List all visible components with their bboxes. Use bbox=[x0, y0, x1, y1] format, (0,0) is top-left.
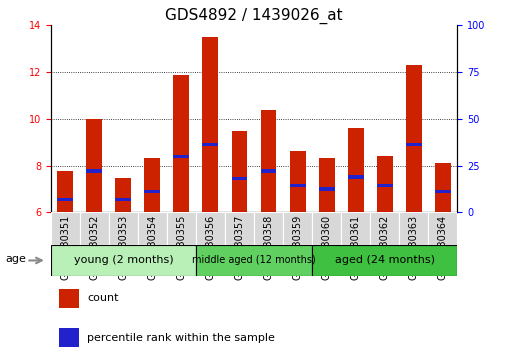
Text: GSM1230359: GSM1230359 bbox=[293, 215, 303, 280]
Bar bbox=[290, 184, 305, 187]
FancyBboxPatch shape bbox=[254, 212, 283, 245]
Bar bbox=[261, 169, 276, 173]
Bar bbox=[144, 189, 161, 193]
Text: young (2 months): young (2 months) bbox=[74, 256, 173, 265]
FancyBboxPatch shape bbox=[312, 212, 341, 245]
Bar bbox=[51, 245, 196, 276]
Bar bbox=[347, 128, 364, 212]
Bar bbox=[406, 143, 422, 146]
Bar bbox=[232, 131, 247, 212]
Text: percentile rank within the sample: percentile rank within the sample bbox=[87, 333, 275, 343]
Bar bbox=[173, 75, 189, 212]
Bar bbox=[59, 289, 79, 307]
Text: GSM1230362: GSM1230362 bbox=[379, 215, 390, 280]
Text: age: age bbox=[5, 254, 26, 264]
Bar bbox=[59, 329, 79, 347]
Bar bbox=[173, 155, 189, 159]
FancyBboxPatch shape bbox=[51, 212, 80, 245]
Bar bbox=[86, 169, 102, 173]
Text: GSM1230360: GSM1230360 bbox=[322, 215, 332, 280]
Bar bbox=[290, 151, 305, 212]
FancyBboxPatch shape bbox=[283, 212, 312, 245]
Bar bbox=[261, 110, 276, 212]
Text: count: count bbox=[87, 293, 119, 303]
FancyBboxPatch shape bbox=[80, 212, 109, 245]
FancyBboxPatch shape bbox=[225, 212, 254, 245]
Text: GSM1230353: GSM1230353 bbox=[118, 215, 129, 280]
Bar bbox=[203, 143, 218, 146]
Bar bbox=[319, 158, 335, 212]
Bar bbox=[115, 178, 132, 212]
Bar bbox=[86, 119, 102, 212]
Bar bbox=[115, 198, 132, 201]
Bar bbox=[232, 177, 247, 180]
Text: GSM1230351: GSM1230351 bbox=[60, 215, 70, 280]
Bar bbox=[376, 156, 393, 212]
FancyBboxPatch shape bbox=[109, 212, 138, 245]
Text: GSM1230356: GSM1230356 bbox=[205, 215, 215, 280]
Bar bbox=[435, 189, 451, 193]
Title: GDS4892 / 1439026_at: GDS4892 / 1439026_at bbox=[165, 8, 343, 24]
FancyBboxPatch shape bbox=[428, 212, 457, 245]
Text: GSM1230358: GSM1230358 bbox=[264, 215, 273, 280]
Text: aged (24 months): aged (24 months) bbox=[335, 256, 435, 265]
FancyBboxPatch shape bbox=[341, 212, 370, 245]
Text: middle aged (12 months): middle aged (12 months) bbox=[192, 256, 316, 265]
Bar bbox=[203, 37, 218, 212]
Text: GSM1230361: GSM1230361 bbox=[351, 215, 361, 280]
FancyBboxPatch shape bbox=[399, 212, 428, 245]
Text: GSM1230354: GSM1230354 bbox=[147, 215, 157, 280]
Text: GSM1230352: GSM1230352 bbox=[89, 215, 100, 280]
Bar bbox=[319, 187, 335, 191]
FancyBboxPatch shape bbox=[370, 212, 399, 245]
Text: GSM1230364: GSM1230364 bbox=[438, 215, 448, 280]
Bar bbox=[57, 171, 73, 212]
Bar bbox=[347, 175, 364, 179]
Bar bbox=[406, 65, 422, 212]
FancyBboxPatch shape bbox=[138, 212, 167, 245]
Bar bbox=[435, 163, 451, 212]
FancyBboxPatch shape bbox=[167, 212, 196, 245]
Bar bbox=[312, 245, 457, 276]
Text: GSM1230357: GSM1230357 bbox=[235, 215, 244, 280]
Text: GSM1230355: GSM1230355 bbox=[176, 215, 186, 280]
Bar bbox=[196, 245, 312, 276]
Text: GSM1230363: GSM1230363 bbox=[408, 215, 419, 280]
Bar bbox=[144, 158, 161, 212]
Bar bbox=[57, 198, 73, 201]
FancyBboxPatch shape bbox=[196, 212, 225, 245]
Bar bbox=[376, 184, 393, 187]
